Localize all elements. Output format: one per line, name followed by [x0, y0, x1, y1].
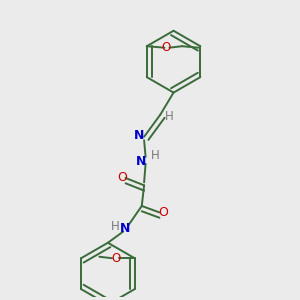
Text: O: O: [158, 206, 168, 219]
Text: N: N: [134, 129, 144, 142]
Text: N: N: [136, 155, 146, 168]
Text: O: O: [111, 252, 120, 265]
Text: H: H: [151, 149, 159, 162]
Text: N: N: [120, 221, 131, 235]
Text: H: H: [165, 110, 174, 123]
Text: O: O: [117, 172, 127, 184]
Text: O: O: [161, 41, 170, 54]
Text: H: H: [111, 220, 120, 233]
